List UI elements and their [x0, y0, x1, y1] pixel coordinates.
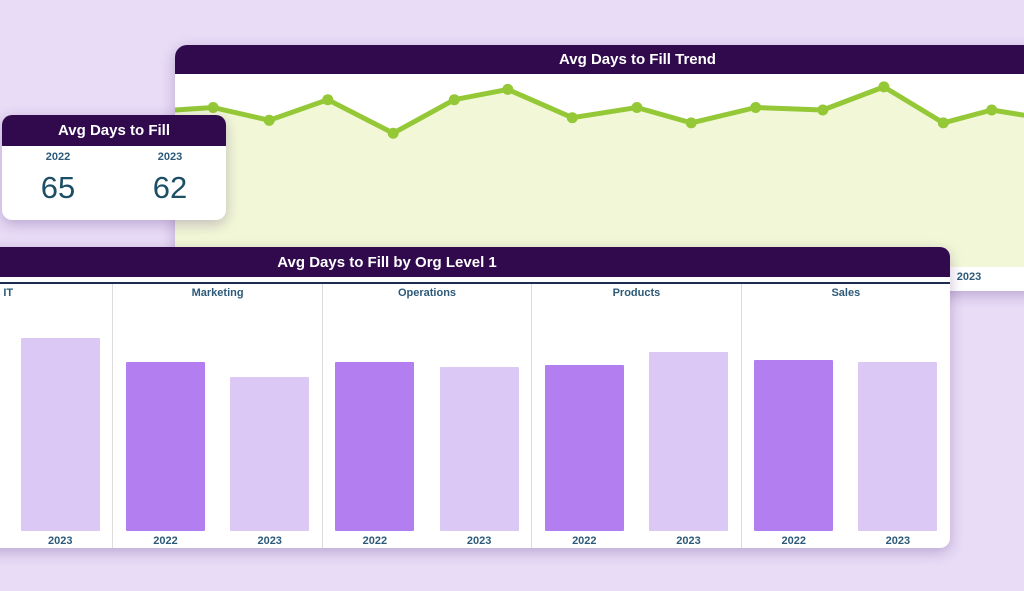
group-label: Products	[612, 287, 661, 299]
kpi-2022-label: 2022	[45, 151, 71, 163]
bar-chart-card: Avg Days to Fill by Org Level 1 IT 2023 Ma…	[0, 247, 950, 548]
bar-products-2022[interactable]	[544, 365, 624, 531]
kpi-2023: 2023 62	[114, 146, 226, 220]
trend-plot[interactable]	[175, 74, 1024, 267]
trend-card-header: Avg Days to Fill Trend	[175, 45, 1024, 74]
bar-panel-products: Products 2022 2023	[532, 284, 742, 548]
bar-panel-operations: Operations 2022 2023	[323, 284, 533, 548]
trend-point[interactable]	[878, 81, 890, 93]
bar-year-label: 2022	[572, 535, 597, 547]
bar-year-label: 2023	[257, 535, 282, 547]
trend-point[interactable]	[448, 94, 460, 106]
trend-line	[175, 84, 1024, 136]
trend-point[interactable]	[631, 102, 643, 113]
trend-point[interactable]	[387, 127, 399, 139]
bar-it-2023[interactable]	[20, 338, 100, 531]
trend-point[interactable]	[566, 112, 578, 124]
bar-year-label: 2023	[676, 535, 701, 547]
bar-operations-2023[interactable]	[439, 367, 519, 531]
bar-sales-2022[interactable]	[754, 360, 834, 531]
kpi-body: 2022 65 2023 62	[2, 146, 226, 220]
trend-point[interactable]	[817, 104, 829, 116]
bar-year-label: 2022	[781, 535, 806, 547]
kpi-2023-label: 2023	[157, 151, 183, 163]
group-label: Marketing	[191, 287, 244, 299]
bar-year-label: 2022	[153, 535, 178, 547]
trend-point[interactable]	[937, 117, 949, 129]
trend-axis-tick-2023: 2023	[956, 271, 982, 283]
trend-point[interactable]	[750, 102, 762, 113]
bar-products-2023[interactable]	[649, 352, 729, 531]
bar-marketing-2022[interactable]	[126, 362, 205, 531]
bar-panel-marketing: Marketing 2022 2023	[113, 284, 323, 548]
bar-card-title: Avg Days to Fill by Org Level 1	[277, 253, 497, 271]
bar-marketing-2023[interactable]	[230, 377, 310, 531]
bar-card-header: Avg Days to Fill by Org Level 1	[0, 247, 950, 277]
kpi-2023-value: 62	[152, 170, 188, 205]
kpi-2022-value: 65	[40, 170, 76, 205]
divider-line	[0, 282, 950, 284]
group-label: Sales	[831, 287, 861, 299]
kpi-card-title: Avg Days to Fill	[58, 122, 170, 139]
kpi-2022: 2022 65	[2, 146, 114, 220]
bar-year-label: 2022	[362, 535, 388, 547]
trend-point[interactable]	[263, 114, 275, 126]
trend-point[interactable]	[207, 102, 219, 113]
trend-card-title: Avg Days to Fill Trend	[559, 51, 716, 68]
bar-year-label: 2023	[48, 535, 73, 547]
bar-year-label: 2023	[466, 535, 492, 547]
bar-year-label: 2023	[885, 535, 911, 547]
trend-point[interactable]	[322, 94, 334, 106]
bar-sales-2023[interactable]	[858, 362, 938, 531]
bar-panel-it: IT 2023	[0, 284, 114, 548]
bar-panel-sales: Sales 2022 2023	[742, 284, 950, 548]
bar-panels: IT 2023 Marketing 2022 2023 Operations 2022 202…	[0, 284, 950, 548]
kpi-card: Avg Days to Fill 2022 65 2023 62	[2, 115, 226, 220]
group-label: Operations	[397, 287, 457, 299]
bar-operations-2022[interactable]	[335, 362, 415, 531]
trend-line-chart[interactable]	[175, 74, 1024, 267]
bar-chart-body: IT 2023 Marketing 2022 2023 Operations 2022 202…	[0, 277, 950, 548]
trend-point[interactable]	[685, 117, 697, 129]
trend-point[interactable]	[986, 104, 998, 116]
group-label: IT	[3, 287, 14, 299]
trend-point[interactable]	[502, 83, 514, 95]
kpi-card-header: Avg Days to Fill	[2, 115, 226, 146]
